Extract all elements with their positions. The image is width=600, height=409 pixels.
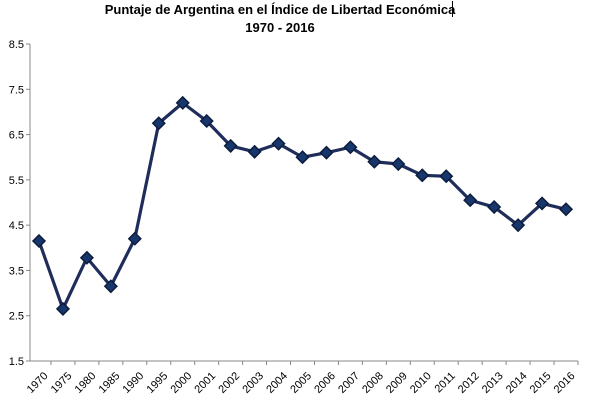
x-tick-label: 1980 bbox=[73, 370, 99, 396]
data-point-marker bbox=[534, 196, 550, 211]
data-point-marker bbox=[103, 279, 118, 294]
chart-title: Puntaje de Argentina en el Índice de Lib… bbox=[104, 2, 456, 17]
data-point-marker bbox=[319, 145, 334, 160]
x-tick-label: 2007 bbox=[336, 370, 362, 396]
y-tick-label: 6.5 bbox=[9, 130, 24, 142]
data-point-marker bbox=[391, 156, 406, 172]
x-tick-label: 1975 bbox=[49, 370, 75, 396]
data-point-marker bbox=[79, 250, 94, 265]
chart-axes bbox=[26, 43, 579, 365]
x-tick-label: 2004 bbox=[264, 370, 290, 396]
data-point-marker bbox=[511, 218, 526, 233]
data-point-marker bbox=[415, 168, 430, 183]
x-tick-label: 2008 bbox=[360, 370, 386, 396]
data-point-marker bbox=[463, 193, 478, 208]
data-point-marker bbox=[558, 202, 574, 217]
x-tick-label: 2000 bbox=[168, 370, 194, 396]
chart-subtitle: 1970 - 2016 bbox=[245, 20, 315, 35]
y-tick-label: 5.5 bbox=[9, 175, 24, 187]
series-line bbox=[37, 101, 567, 311]
data-series bbox=[31, 95, 574, 316]
y-tick-label: 2.5 bbox=[9, 311, 24, 323]
data-point-marker bbox=[487, 199, 502, 215]
x-tick-label: 2002 bbox=[216, 370, 242, 396]
data-point-marker bbox=[271, 136, 286, 151]
x-tick-label: 1985 bbox=[97, 370, 123, 396]
y-tick-label: 8.5 bbox=[9, 39, 24, 51]
x-tick-label: 2015 bbox=[528, 370, 554, 396]
data-point-marker bbox=[199, 113, 214, 129]
data-point-marker bbox=[295, 150, 310, 165]
x-tick-labels: 1970197519801985199019952000200120022003… bbox=[25, 370, 578, 396]
y-tick-labels: 8.5 7.5 6.5 5.5 4.5 3.5 2.5 1.5 bbox=[9, 39, 24, 368]
x-tick-label: 2011 bbox=[433, 370, 458, 395]
y-tick-label: 4.5 bbox=[9, 220, 24, 232]
x-tick-label: 1990 bbox=[121, 370, 147, 396]
title-text-cursor bbox=[452, 1, 453, 17]
x-tick-label: 2013 bbox=[480, 370, 506, 396]
data-point-marker bbox=[367, 154, 382, 169]
data-point-marker bbox=[55, 301, 71, 316]
data-point-marker bbox=[175, 95, 190, 110]
x-tick-label: 2009 bbox=[384, 370, 410, 396]
y-tick-label: 1.5 bbox=[9, 356, 24, 368]
x-tick-label: 2005 bbox=[288, 370, 314, 396]
data-point-marker bbox=[439, 169, 454, 184]
x-tick-label: 2012 bbox=[456, 370, 482, 396]
data-point-marker bbox=[151, 116, 166, 131]
x-tick-label: 2001 bbox=[192, 370, 218, 396]
data-point-marker bbox=[31, 233, 47, 249]
data-point-marker bbox=[127, 231, 142, 246]
x-tick-label: 2006 bbox=[312, 370, 338, 396]
data-point-marker bbox=[247, 144, 262, 159]
x-tick-label: 2003 bbox=[240, 370, 266, 396]
x-tick-label: 2016 bbox=[552, 370, 578, 396]
y-tick-label: 7.5 bbox=[9, 84, 24, 96]
x-tick-label: 1995 bbox=[145, 370, 171, 396]
data-point-marker bbox=[343, 140, 358, 155]
y-tick-label: 3.5 bbox=[9, 265, 24, 277]
x-tick-label: 2010 bbox=[408, 370, 434, 396]
x-tick-label: 1970 bbox=[25, 370, 51, 396]
data-point-marker bbox=[223, 138, 238, 153]
x-tick-label: 2014 bbox=[504, 370, 530, 396]
